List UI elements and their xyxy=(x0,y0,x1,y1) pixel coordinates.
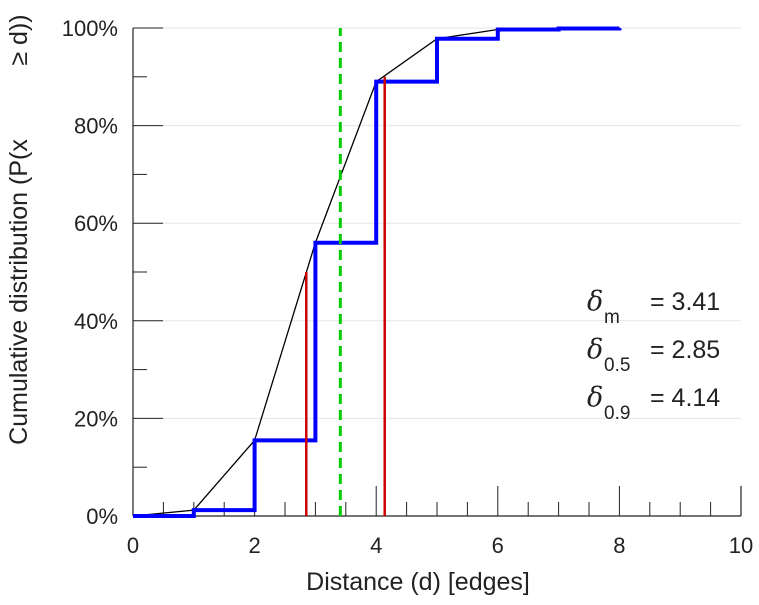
annotation-symbol: δ xyxy=(587,286,603,317)
x-tick-label-8: 8 xyxy=(613,533,625,558)
annotation-subscript: 0.5 xyxy=(604,355,630,376)
reference-lines xyxy=(305,28,386,516)
annotation-value: = 4.14 xyxy=(650,384,720,412)
x-tick-label-0: 0 xyxy=(127,533,139,558)
annotation-m: δm = 3.41 xyxy=(587,286,720,328)
series-empirical-cdf-step xyxy=(133,26,622,518)
annotation-subscript: m xyxy=(604,307,620,328)
annotation-value: = 2.85 xyxy=(650,336,720,364)
annotation-symbol: δ xyxy=(587,334,603,365)
annotation-value: = 3.41 xyxy=(650,288,720,316)
x-tick-label-6: 6 xyxy=(492,533,504,558)
y-tick-label-4: 80% xyxy=(74,114,118,139)
grid-lines xyxy=(133,27,741,419)
y-tick-label-3: 60% xyxy=(74,211,118,236)
y-tick-label-5: 100% xyxy=(62,16,118,41)
x-axis-title: Distance (d) [edges] xyxy=(306,568,530,596)
annotation-0.9: δ0.9 = 4.14 xyxy=(587,382,720,424)
annotation-0.5: δ0.5 = 2.85 xyxy=(587,334,720,376)
annotation-subscript: 0.9 xyxy=(604,403,630,424)
y-tick-label-1: 20% xyxy=(74,406,118,431)
y-axis-title: Cumulative distribution (P(x xyxy=(5,139,33,445)
y-tick-label-0: 0% xyxy=(86,504,118,529)
tick-labels: 0 2 4 6 8 100%20%40%60%80%100% xyxy=(62,16,754,558)
y-axis-title-continued: ≥ d)) xyxy=(5,14,33,65)
annotation-symbol: δ xyxy=(587,382,603,413)
axes xyxy=(132,27,742,517)
x-tick-label-2: 2 xyxy=(248,533,260,558)
series xyxy=(132,26,622,518)
x-tick-label-10: 10 xyxy=(729,533,753,558)
y-tick-label-2: 40% xyxy=(74,309,118,334)
x-tick-label-4: 4 xyxy=(370,533,382,558)
